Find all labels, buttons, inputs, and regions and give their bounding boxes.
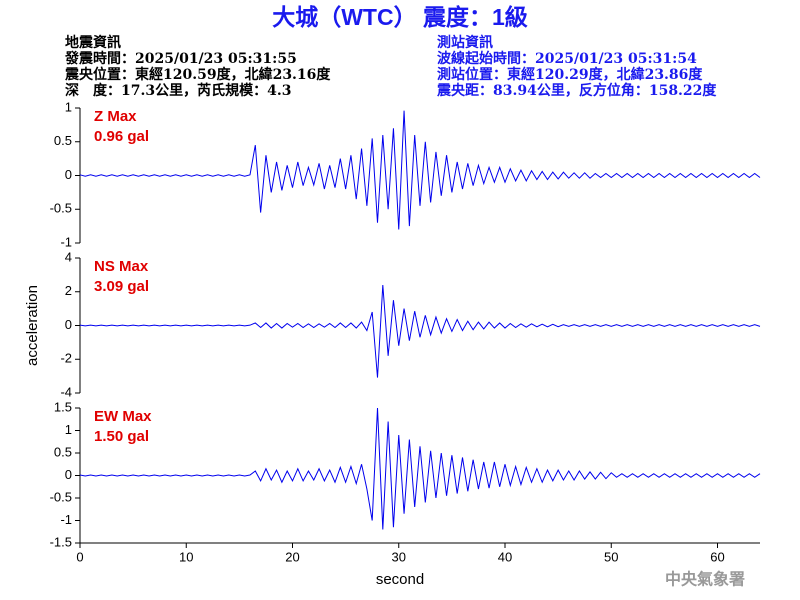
waveform xyxy=(79,407,761,530)
x-tick-label: 20 xyxy=(285,549,299,564)
y-tick-label: -2 xyxy=(60,351,72,366)
y-tick-label: -0.5 xyxy=(50,489,72,504)
annotation: Z Max xyxy=(94,108,137,125)
y-tick-label: 0.5 xyxy=(54,444,72,459)
y-tick-label: 0 xyxy=(65,317,72,332)
x-axis-label: second xyxy=(376,571,424,588)
info-line: 發震時間：2025/01/23 05:31:55 xyxy=(64,50,297,67)
y-tick-label: 1 xyxy=(65,99,72,114)
info-line: 測站資訊 xyxy=(437,34,493,51)
info-line: 深 度：17.3公里，芮氏規模：4.3 xyxy=(65,82,291,99)
footer: 中央氣象署 xyxy=(665,570,745,589)
annotation: 1.50 gal xyxy=(94,428,149,445)
x-tick-label: 40 xyxy=(498,549,512,564)
y-tick-label: 0.5 xyxy=(54,133,72,148)
info-line: 震央距：83.94公里，反方位角：158.22度 xyxy=(436,82,717,99)
info-line: 震央位置：東經120.59度，北緯23.16度 xyxy=(64,66,331,83)
y-tick-label: 0 xyxy=(65,467,72,482)
x-tick-label: 30 xyxy=(392,549,406,564)
waveform xyxy=(79,110,761,230)
x-tick-label: 0 xyxy=(76,549,83,564)
y-tick-label: -1.5 xyxy=(50,534,72,549)
y-tick-label: 1.5 xyxy=(54,399,72,414)
waveform xyxy=(79,284,761,378)
y-tick-label: -4 xyxy=(60,384,72,399)
info-line: 測站位置：東經120.29度，北緯23.86度 xyxy=(437,66,703,83)
y-axis-label: acceleration xyxy=(24,285,41,366)
info-line: 地震資訊 xyxy=(65,34,121,51)
y-tick-label: 4 xyxy=(65,249,72,264)
y-tick-label: 0 xyxy=(65,167,72,182)
chart-title: 大城（WTC） 震度：1級 xyxy=(272,4,528,30)
info-line: 波線起始時間：2025/01/23 05:31:54 xyxy=(437,50,697,67)
x-tick-label: 60 xyxy=(710,549,724,564)
annotation: 0.96 gal xyxy=(94,128,149,145)
y-tick-label: -0.5 xyxy=(50,201,72,216)
y-tick-label: 1 xyxy=(65,422,72,437)
annotation: EW Max xyxy=(94,408,152,425)
annotation: NS Max xyxy=(94,258,149,275)
y-tick-label: -1 xyxy=(60,234,72,249)
x-tick-label: 50 xyxy=(604,549,618,564)
y-tick-label: 2 xyxy=(65,283,72,298)
y-tick-label: -1 xyxy=(60,512,72,527)
x-tick-label: 10 xyxy=(179,549,193,564)
annotation: 3.09 gal xyxy=(94,278,149,295)
